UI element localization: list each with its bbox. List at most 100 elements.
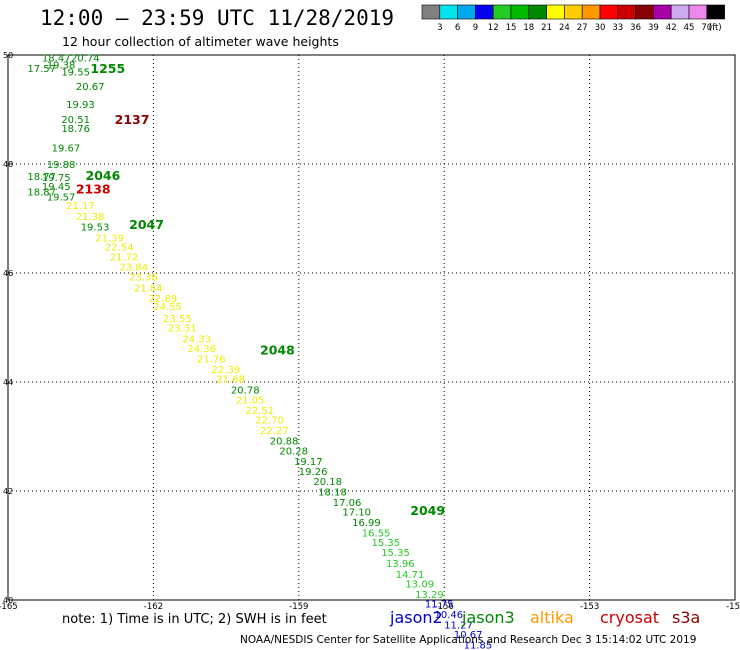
- colorbar-label: 3: [437, 23, 442, 33]
- y-tick-label: 42: [3, 487, 13, 496]
- swh-point-label: 19.67: [52, 144, 81, 155]
- chart-subtitle: 12 hour collection of altimeter wave hei…: [62, 34, 339, 49]
- swh-point-label: 21.72: [110, 253, 139, 264]
- mission-altika: altika: [530, 608, 574, 627]
- colorbar-label: 70: [701, 23, 712, 33]
- colorbar-swatch: [510, 4, 530, 20]
- y-tick-label: 44: [3, 378, 13, 387]
- swh-point-label: 16.99: [352, 518, 381, 529]
- swh-point-label: 18.77: [27, 172, 56, 183]
- colorbar-label: 27: [577, 23, 588, 33]
- colorbar-label: 39: [648, 23, 659, 33]
- colorbar-swatch: [599, 4, 619, 20]
- colorbar-swatch: [617, 4, 636, 20]
- swh-point-label: 21.05: [236, 395, 265, 406]
- swh-point-label: 17.10: [342, 508, 371, 519]
- colorbar-legend: 3 6 9 12 15 18 21 24 27 30 33 36 39 42 45 70(ft): [421, 4, 725, 33]
- swh-point-label: 11.27: [444, 621, 473, 632]
- pass-time-label: 2138: [76, 182, 111, 197]
- swh-point-label: 19.75: [42, 173, 71, 184]
- swh-point-label: 20.18: [313, 477, 342, 488]
- swh-point-label: 20.67: [76, 82, 105, 93]
- colorbar-swatch: [457, 4, 476, 20]
- swh-point-label: 13.09: [405, 580, 434, 591]
- x-tick-label: -162: [144, 602, 163, 612]
- mission-jason3: jason3: [462, 608, 515, 627]
- colorbar-swatch: [475, 4, 494, 20]
- swh-point-label: 22.51: [245, 406, 274, 417]
- swh-point-label: 22.89: [149, 294, 178, 305]
- plot-frame: [7, 54, 736, 601]
- swh-point-label: 21.76: [197, 355, 226, 366]
- swh-point-label: 10.67: [454, 630, 483, 641]
- colorbar-label: 9: [473, 23, 478, 33]
- y-tick-label: 50: [3, 51, 13, 60]
- swh-point-label: 19.17: [294, 457, 323, 468]
- swh-point-label: 22.39: [212, 365, 241, 376]
- x-tick-label: -165: [0, 602, 18, 612]
- swh-point-label: 15.35: [381, 548, 410, 559]
- swh-point-label: 13.96: [386, 559, 415, 570]
- chart-gridlines: [8, 55, 735, 600]
- colorbar-label: 36: [630, 23, 641, 33]
- colorbar-swatch: [635, 4, 654, 20]
- swh-point-label: 20.74: [71, 54, 100, 65]
- colorbar-label: 6: [455, 23, 460, 33]
- mission-s3a: s3a: [672, 608, 701, 627]
- swh-point-label: 23.84: [119, 262, 148, 273]
- swh-point-label: 19.26: [299, 467, 328, 478]
- swh-point-label: 24.33: [182, 334, 211, 345]
- swh-point-label: 19.38: [47, 60, 76, 71]
- colorbar-unit: (ft): [709, 23, 722, 33]
- footer-credit: NOAA/NESDIS Center for Satellite Applica…: [240, 634, 697, 646]
- x-tick-label: -159: [289, 602, 308, 612]
- colorbar-label: 33: [612, 23, 623, 33]
- colorbar-swatch: [706, 4, 725, 20]
- swh-point-label: 20.78: [231, 386, 260, 397]
- chart-title: 12:00 – 23:59 UTC 11/28/2019: [40, 6, 395, 30]
- swh-point-label: 20.51: [61, 115, 90, 126]
- colorbar-label: 18: [523, 23, 534, 33]
- pass-time-label: 2137: [115, 112, 150, 127]
- colorbar-label: 12: [488, 23, 499, 33]
- y-tick-label: 40: [3, 596, 13, 605]
- colorbar-label: 21: [541, 23, 552, 33]
- swh-point-label: 19.57: [47, 193, 76, 204]
- pass-time-label: 1255: [90, 61, 125, 76]
- swh-point-label: 20.28: [279, 447, 308, 458]
- swh-point-label: 20.88: [270, 436, 299, 447]
- swh-point-label: 19.88: [47, 160, 76, 171]
- pass-time-label: 2048: [260, 342, 295, 357]
- x-tick-label: -156: [435, 602, 454, 612]
- swh-point-label: 24.55: [153, 302, 182, 313]
- swh-point-label: 23.36: [129, 272, 158, 283]
- colorbar-swatch: [546, 4, 565, 20]
- swh-point-label: 13.29: [415, 590, 444, 601]
- x-tick-label: -153: [580, 602, 599, 612]
- colorbar-label: 15: [506, 23, 517, 33]
- swh-point-label: 18.87: [27, 187, 56, 198]
- swh-point-label: 17.57: [27, 64, 56, 75]
- swh-point-label: 18.76: [61, 124, 90, 135]
- mission-cryosat: cryosat: [600, 608, 660, 627]
- pass-time-label: 2046: [86, 168, 121, 183]
- footer-note: note: 1) Time is in UTC; 2) SWH is in fe…: [62, 612, 327, 627]
- swh-point-label: 23.31: [168, 324, 197, 335]
- swh-point-label: 17.06: [333, 498, 362, 509]
- colorbar-swatch: [528, 4, 547, 20]
- swh-point-label: 15.35: [372, 538, 401, 549]
- mission-jason2: jason2: [390, 608, 443, 627]
- colorbar-swatch: [581, 4, 601, 20]
- swh-point-label: 21.68: [216, 375, 245, 386]
- colorbar-label: 30: [595, 23, 606, 33]
- colorbar-swatch: [688, 4, 708, 20]
- swh-point-label: 10.46: [435, 610, 464, 621]
- swh-point-label: 22.54: [105, 242, 134, 253]
- y-axis-tick-labels: 40 42 44 46 48 50: [3, 51, 13, 605]
- swh-point-label: 11.75: [425, 599, 454, 610]
- swh-point-label: 19.53: [81, 223, 110, 234]
- x-tick-label: -15: [726, 602, 740, 612]
- colorbar-label: 45: [684, 23, 695, 33]
